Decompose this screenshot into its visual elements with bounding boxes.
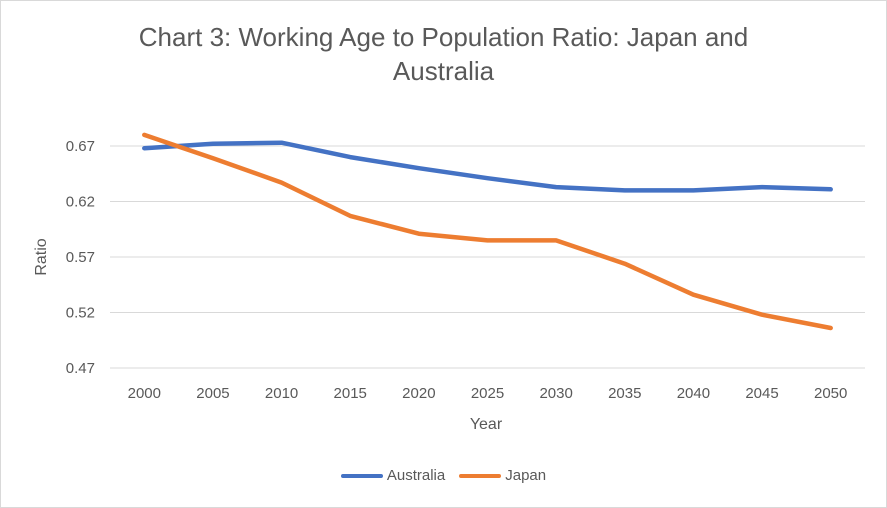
y-axis-ticks: 0.47 0.52 0.57 0.62 0.67 xyxy=(66,138,95,377)
x-tick-label-2050: 2050 xyxy=(814,385,847,402)
legend-swatch-australia xyxy=(340,473,383,478)
legend: Australia Japan xyxy=(0,467,887,484)
legend-label-australia: Australia xyxy=(386,467,446,484)
gridlines xyxy=(110,145,865,369)
x-tick-label-2000: 2000 xyxy=(128,385,161,402)
legend-label-japan: Japan xyxy=(505,467,547,484)
series-lines xyxy=(142,132,833,331)
x-axis-ticks: 2000 2005 2010 2015 2020 2025 2030 2035 2040 2045… xyxy=(128,385,848,402)
chart-title: Chart 3: Working Age to Population Ratio… xyxy=(0,20,887,88)
y-tick-label-0-47: 0.47 xyxy=(66,360,95,377)
y-tick-label-0-67: 0.67 xyxy=(66,138,95,155)
x-tick-label-2010: 2010 xyxy=(265,385,298,402)
x-axis-title: Year xyxy=(470,416,503,433)
series-line-australia xyxy=(142,140,833,193)
y-axis-title: Ratio xyxy=(33,238,50,275)
x-tick-label-2020: 2020 xyxy=(402,385,435,402)
legend-item-japan: Japan xyxy=(459,467,546,484)
series-line-japan xyxy=(142,132,833,331)
x-tick-label-2005: 2005 xyxy=(196,385,229,402)
x-tick-label-2045: 2045 xyxy=(745,385,778,402)
legend-item-australia: Australia xyxy=(340,467,446,484)
legend-swatch-japan xyxy=(459,473,502,478)
x-tick-label-2015: 2015 xyxy=(334,385,367,402)
chart-title-line-2: Australia xyxy=(392,56,495,86)
x-tick-label-2030: 2030 xyxy=(539,385,572,402)
chart-title-line-1: Chart 3: Working Age to Population Ratio… xyxy=(138,22,749,52)
y-tick-label-0-57: 0.57 xyxy=(66,249,95,266)
x-tick-label-2040: 2040 xyxy=(677,385,710,402)
y-tick-label-0-62: 0.62 xyxy=(66,194,95,211)
x-tick-label-2035: 2035 xyxy=(608,385,641,402)
line-chart: 0.47 0.52 0.57 0.62 0.67 2000 2005 2010 2015 202… xyxy=(33,132,865,433)
x-tick-label-2025: 2025 xyxy=(471,385,504,402)
y-tick-label-0-52: 0.52 xyxy=(66,305,95,322)
